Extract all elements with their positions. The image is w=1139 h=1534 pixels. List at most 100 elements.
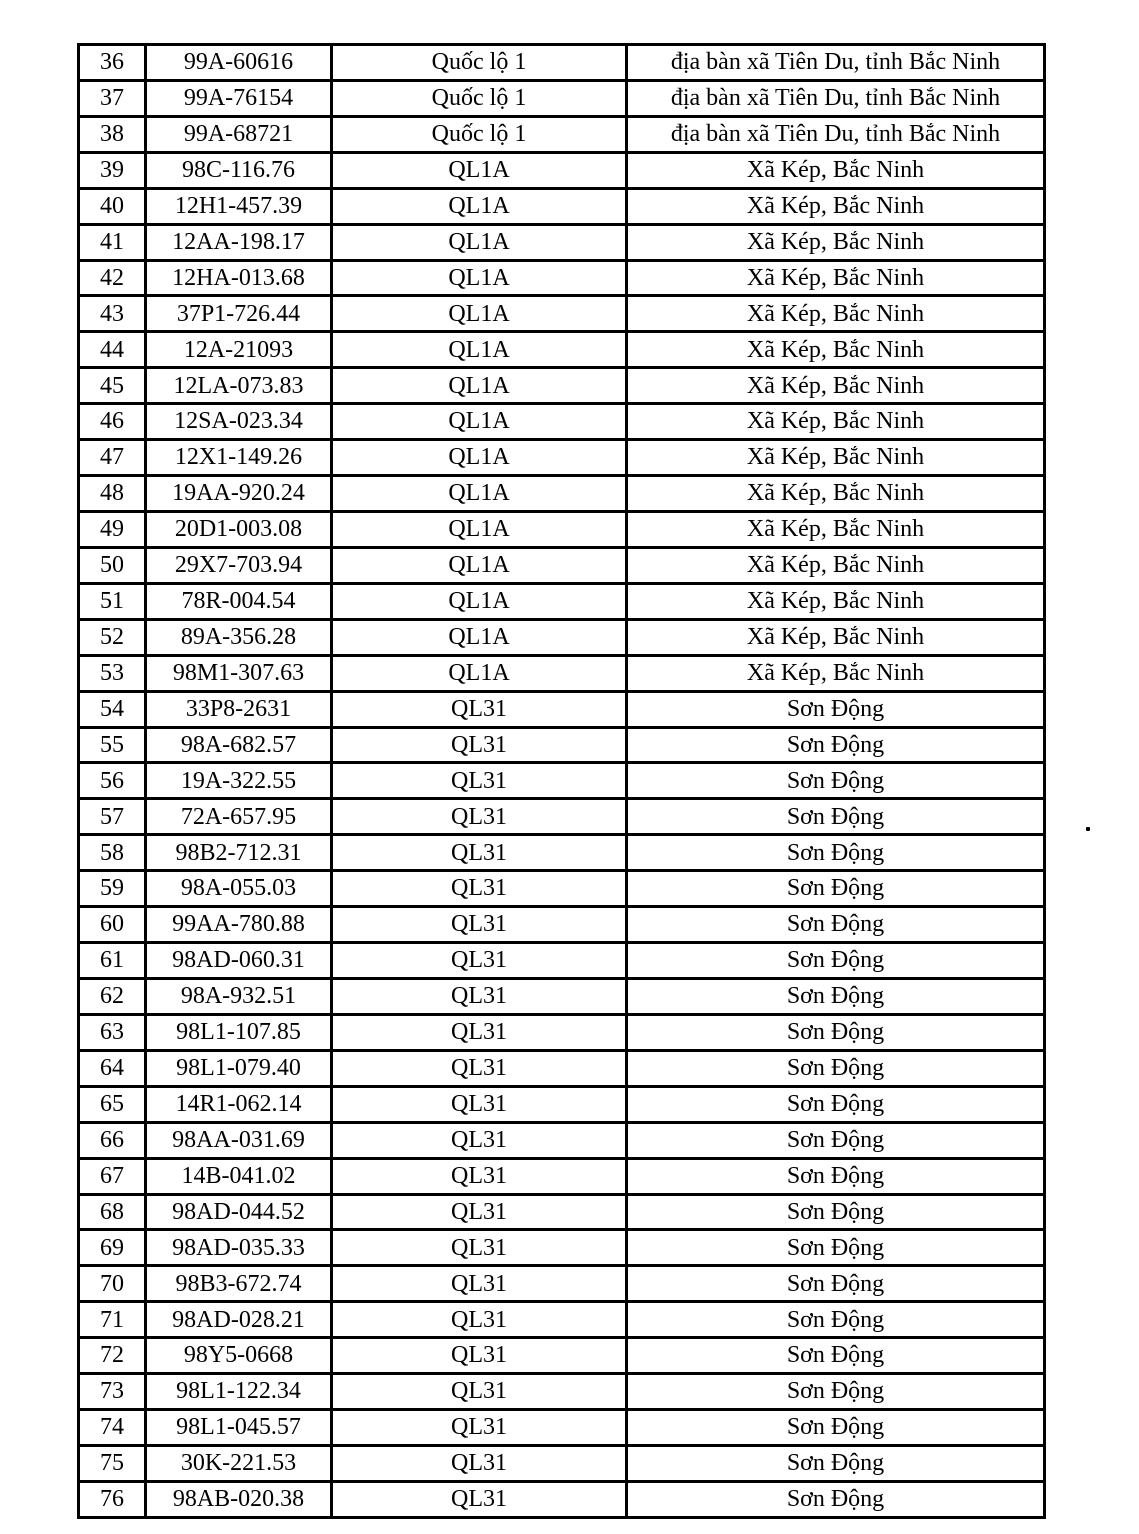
table-row: 71 98AD-028.21 QL31 Sơn Động bbox=[77, 1300, 1046, 1340]
cell-no: 40 bbox=[77, 186, 147, 226]
cell-plate: 98B2-712.31 bbox=[144, 833, 333, 873]
table-row: 59 98A-055.03 QL31 Sơn Động bbox=[77, 869, 1046, 909]
cell-no: 46 bbox=[77, 402, 147, 442]
cell-plate: 14R1-062.14 bbox=[144, 1084, 333, 1124]
cell-no: 71 bbox=[77, 1300, 147, 1340]
cell-road: QL1A bbox=[330, 545, 628, 585]
cell-road: Quốc lộ 1 bbox=[330, 43, 628, 82]
cell-plate: 98A-055.03 bbox=[144, 869, 333, 909]
cell-no: 72 bbox=[77, 1336, 147, 1376]
cell-plate: 98L1-107.85 bbox=[144, 1012, 333, 1052]
cell-plate: 14B-041.02 bbox=[144, 1156, 333, 1196]
table-row: 40 12H1-457.39 QL1A Xã Kép, Bắc Ninh bbox=[77, 186, 1046, 226]
violations-table-body: 36 99A-60616 Quốc lộ 1 địa bàn xã Tiên Du, … bbox=[77, 43, 1046, 1520]
cell-road: QL1A bbox=[330, 366, 628, 406]
cell-road: QL1A bbox=[330, 186, 628, 226]
table-row: 43 37P1-726.44 QL1A Xã Kép, Bắc Ninh bbox=[77, 294, 1046, 334]
cell-no: 61 bbox=[77, 941, 147, 980]
cell-road: QL1A bbox=[330, 474, 628, 513]
cell-no: 62 bbox=[77, 976, 147, 1016]
cell-location: Sơn Động bbox=[625, 1479, 1046, 1520]
table-row: 75 30K-221.53 QL31 Sơn Động bbox=[77, 1443, 1046, 1483]
table-row: 42 12HA-013.68 QL1A Xã Kép, Bắc Ninh bbox=[77, 258, 1046, 298]
cell-road: QL1A bbox=[330, 330, 628, 370]
cell-road: QL31 bbox=[330, 1228, 628, 1268]
cell-plate: 12H1-457.39 bbox=[144, 186, 333, 226]
cell-location: Sơn Động bbox=[625, 1120, 1046, 1160]
cell-no: 60 bbox=[77, 905, 147, 945]
cell-location: Xã Kép, Bắc Ninh bbox=[625, 653, 1046, 693]
cell-location: Sơn Động bbox=[625, 833, 1046, 873]
table-row: 48 19AA-920.24 QL1A Xã Kép, Bắc Ninh bbox=[77, 474, 1046, 513]
cell-road: QL31 bbox=[330, 797, 628, 837]
cell-road: QL31 bbox=[330, 1048, 628, 1088]
cell-road: QL31 bbox=[330, 1156, 628, 1196]
cell-location: Sơn Động bbox=[625, 725, 1046, 765]
cell-location: Xã Kép, Bắc Ninh bbox=[625, 402, 1046, 442]
cell-location: Sơn Động bbox=[625, 797, 1046, 837]
table-row: 36 99A-60616 Quốc lộ 1 địa bàn xã Tiên Du, … bbox=[77, 43, 1046, 82]
cell-plate: 12X1-149.26 bbox=[144, 438, 333, 478]
cell-plate: 99A-76154 bbox=[144, 78, 333, 118]
table-row: 46 12SA-023.34 QL1A Xã Kép, Bắc Ninh bbox=[77, 402, 1046, 442]
cell-road: QL31 bbox=[330, 833, 628, 873]
cell-location: địa bàn xã Tiên Du, tỉnh Bắc Ninh bbox=[625, 43, 1046, 82]
cell-no: 63 bbox=[77, 1012, 147, 1052]
cell-plate: 29X7-703.94 bbox=[144, 545, 333, 585]
cell-location: Xã Kép, Bắc Ninh bbox=[625, 222, 1046, 262]
cell-road: QL1A bbox=[330, 222, 628, 262]
cell-location: Xã Kép, Bắc Ninh bbox=[625, 186, 1046, 226]
table-row: 47 12X1-149.26 QL1A Xã Kép, Bắc Ninh bbox=[77, 438, 1046, 478]
cell-road: QL31 bbox=[330, 689, 628, 729]
cell-plate: 98AD-060.31 bbox=[144, 941, 333, 980]
cell-no: 48 bbox=[77, 474, 147, 513]
cell-location: Sơn Động bbox=[625, 1156, 1046, 1196]
cell-no: 69 bbox=[77, 1228, 147, 1268]
cell-location: Sơn Động bbox=[625, 761, 1046, 801]
cell-plate: 19A-322.55 bbox=[144, 761, 333, 801]
cell-road: QL1A bbox=[330, 294, 628, 334]
cell-location: địa bàn xã Tiên Du, tỉnh Bắc Ninh bbox=[625, 78, 1046, 118]
scan-speck-mark bbox=[1086, 827, 1090, 831]
cell-road: QL31 bbox=[330, 869, 628, 909]
cell-plate: 12A-21093 bbox=[144, 330, 333, 370]
cell-road: QL31 bbox=[330, 1192, 628, 1232]
cell-plate: 12LA-073.83 bbox=[144, 366, 333, 406]
table-row: 55 98A-682.57 QL31 Sơn Động bbox=[77, 725, 1046, 765]
table-row: 73 98L1-122.34 QL31 Sơn Động bbox=[77, 1372, 1046, 1412]
cell-no: 67 bbox=[77, 1156, 147, 1196]
cell-location: Sơn Động bbox=[625, 869, 1046, 909]
table-row: 38 99A-68721 Quốc lộ 1 địa bàn xã Tiên Du, … bbox=[77, 114, 1046, 154]
table-row: 45 12LA-073.83 QL1A Xã Kép, Bắc Ninh bbox=[77, 366, 1046, 406]
table-row: 68 98AD-044.52 QL31 Sơn Động bbox=[77, 1192, 1046, 1232]
cell-plate: 37P1-726.44 bbox=[144, 294, 333, 334]
cell-road: QL31 bbox=[330, 725, 628, 765]
cell-plate: 33P8-2631 bbox=[144, 689, 333, 729]
cell-no: 43 bbox=[77, 294, 147, 334]
cell-road: QL31 bbox=[330, 905, 628, 945]
cell-no: 42 bbox=[77, 258, 147, 298]
cell-no: 49 bbox=[77, 509, 147, 549]
cell-no: 44 bbox=[77, 330, 147, 370]
cell-road: QL31 bbox=[330, 1120, 628, 1160]
cell-plate: 98B3-672.74 bbox=[144, 1264, 333, 1304]
cell-road: QL31 bbox=[330, 1264, 628, 1304]
cell-no: 54 bbox=[77, 689, 147, 729]
violations-table: 36 99A-60616 Quốc lộ 1 địa bàn xã Tiên Du, … bbox=[77, 43, 1046, 1520]
cell-no: 59 bbox=[77, 869, 147, 909]
cell-road: QL1A bbox=[330, 438, 628, 478]
cell-road: QL1A bbox=[330, 509, 628, 549]
cell-road: QL31 bbox=[330, 1300, 628, 1340]
cell-plate: 72A-657.95 bbox=[144, 797, 333, 837]
cell-plate: 12AA-198.17 bbox=[144, 222, 333, 262]
cell-road: QL31 bbox=[330, 976, 628, 1016]
cell-road: QL31 bbox=[330, 1479, 628, 1520]
cell-road: QL31 bbox=[330, 1012, 628, 1052]
cell-location: Sơn Động bbox=[625, 1372, 1046, 1412]
table-row: 37 99A-76154 Quốc lộ 1 địa bàn xã Tiên Du, … bbox=[77, 78, 1046, 118]
table-row: 65 14R1-062.14 QL31 Sơn Động bbox=[77, 1084, 1046, 1124]
cell-no: 36 bbox=[77, 43, 147, 82]
cell-location: Xã Kép, Bắc Ninh bbox=[625, 474, 1046, 513]
table-row: 66 98AA-031.69 QL31 Sơn Động bbox=[77, 1120, 1046, 1160]
table-row: 72 98Y5-0668 QL31 Sơn Động bbox=[77, 1336, 1046, 1376]
